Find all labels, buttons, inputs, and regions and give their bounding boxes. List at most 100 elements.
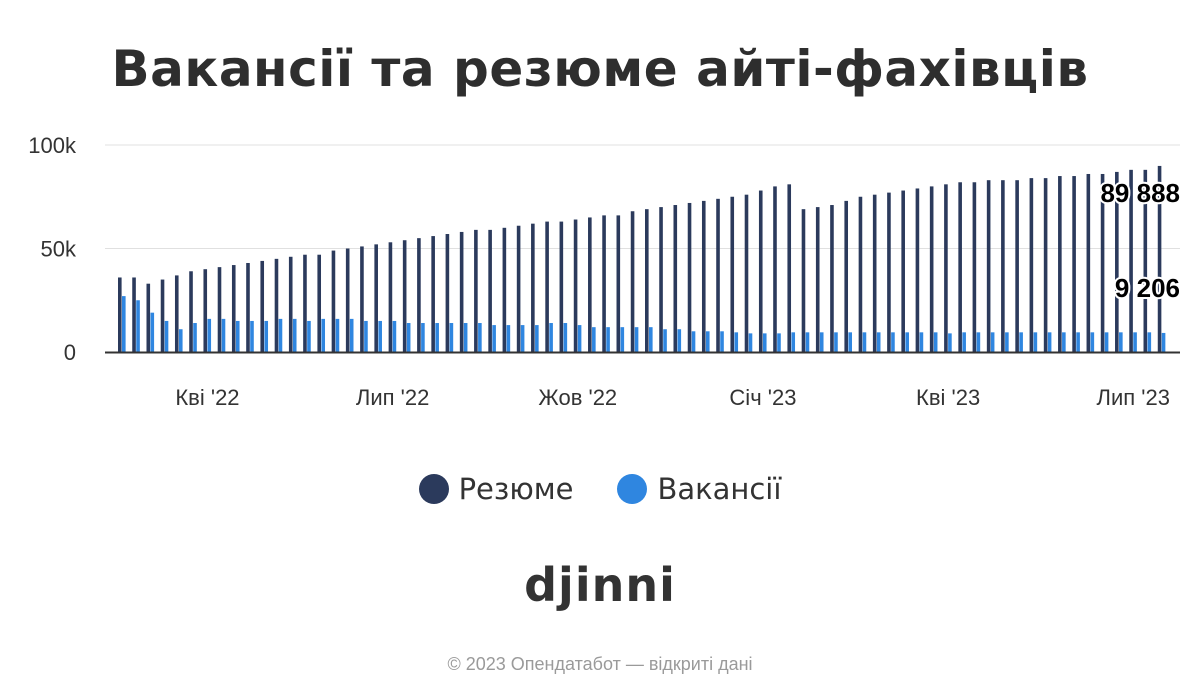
legend-item-vacancies[interactable]: Вакансії (617, 472, 781, 506)
bar-vacancy (634, 327, 639, 352)
bar-resume (118, 277, 122, 352)
bar-vacancy (962, 332, 966, 352)
bar-resume (516, 225, 521, 352)
bar-resume (174, 275, 179, 352)
bar-resume (773, 186, 777, 352)
legend-label-resume: Резюме (458, 472, 574, 506)
bar-resume (744, 194, 749, 352)
bar-vacancy (122, 296, 126, 352)
bar-vacancy (178, 329, 183, 352)
bar-resume (502, 227, 507, 352)
bar-vacancy (449, 323, 454, 352)
bar-vacancy (976, 332, 981, 352)
bar-resume (217, 267, 222, 352)
x-tick-label: Лип '22 (356, 385, 429, 410)
bar-resume (1058, 176, 1062, 352)
bar-resume (887, 192, 891, 352)
bar-vacancy (919, 332, 924, 352)
bar-vacancy (762, 333, 767, 352)
bar-vacancy (691, 331, 696, 352)
bar-resume (730, 196, 735, 352)
bar-resume (417, 238, 421, 352)
bar-resume (1043, 178, 1048, 352)
bar-vacancy (335, 318, 340, 352)
bar-vacancy (720, 331, 724, 352)
bar-resume (331, 250, 336, 352)
bar-resume (374, 244, 378, 352)
bar-vacancy (478, 323, 482, 352)
bar-vacancy (520, 325, 525, 352)
x-tick-label: Лип '23 (1097, 385, 1170, 410)
bar-resume (445, 234, 450, 352)
legend-item-resume[interactable]: Резюме (418, 472, 574, 506)
bar-resume (687, 202, 692, 352)
bar-vacancy (620, 327, 625, 352)
bar-resume (545, 221, 549, 352)
x-tick-label: Кві '23 (916, 385, 980, 410)
bar-resume (1157, 165, 1162, 352)
data-label: 9 206 (1115, 273, 1180, 303)
x-tick-label: Кві '22 (175, 385, 239, 410)
bar-vacancy (606, 327, 610, 352)
bar-resume (858, 196, 863, 352)
bar-vacancy (1104, 332, 1109, 352)
bar-resume (844, 200, 849, 352)
bar-resume (531, 223, 535, 352)
bar-vacancy (378, 320, 382, 352)
bar-resume (1115, 171, 1119, 352)
legend-swatch-resume (418, 474, 449, 504)
chart-title: Вакансії та резюме айті-фахівців (111, 40, 1089, 98)
bar-vacancy (1033, 332, 1038, 352)
bar-vacancy (577, 325, 582, 352)
bar-resume (231, 265, 236, 352)
bar-vacancy (649, 327, 653, 352)
bar-vacancy (264, 320, 269, 352)
bar-resume (274, 258, 279, 352)
bar-vacancy (164, 320, 169, 352)
bar-vacancy (948, 333, 952, 352)
bar-resume (1086, 173, 1091, 352)
bar-vacancy (1005, 332, 1009, 352)
data-label: 89 888 (1100, 178, 1180, 208)
bar-vacancy (492, 325, 496, 352)
bar-resume (787, 184, 792, 352)
bar-resume (588, 217, 592, 352)
bar-resume (972, 182, 977, 352)
bar-vacancy (933, 332, 938, 352)
bar-vacancy (150, 312, 155, 352)
bar-resume (872, 194, 877, 352)
bar-resume (645, 209, 649, 352)
bar-vacancy (193, 323, 197, 352)
bar-resume (958, 182, 962, 352)
bar-resume (260, 260, 265, 352)
bar-vacancy (1147, 332, 1152, 352)
bar-vacancy (819, 332, 824, 352)
djinni-logo: djinni (524, 558, 676, 612)
bar-resume (929, 186, 934, 352)
bar-vacancy (292, 318, 297, 352)
bar-vacancy (848, 332, 853, 352)
x-tick-label: Січ '23 (729, 385, 796, 410)
bar-vacancy (663, 329, 667, 352)
bar-resume (1100, 173, 1105, 352)
bar-vacancy (535, 325, 539, 352)
bar-vacancy (1062, 332, 1066, 352)
bar-resume (630, 211, 635, 352)
bar-vacancy (463, 323, 468, 352)
bar-resume (1015, 180, 1019, 352)
bar-vacancy (592, 327, 596, 352)
bar-resume (1001, 180, 1005, 352)
bar-resume (915, 188, 920, 352)
bar-resume (1129, 169, 1133, 352)
chart-legend: Резюме Вакансії (0, 472, 1200, 506)
bar-vacancy (278, 318, 283, 352)
bar-resume (616, 215, 621, 352)
bar-vacancy (862, 332, 867, 352)
bar-vacancy (734, 332, 739, 352)
bar-resume (317, 254, 322, 352)
bar-resume (701, 200, 706, 352)
bar-vacancy (321, 318, 326, 352)
y-tick-label: 0 (64, 340, 76, 365)
legend-label-vacancies: Вакансії (657, 472, 782, 506)
bar-resume (345, 248, 350, 352)
